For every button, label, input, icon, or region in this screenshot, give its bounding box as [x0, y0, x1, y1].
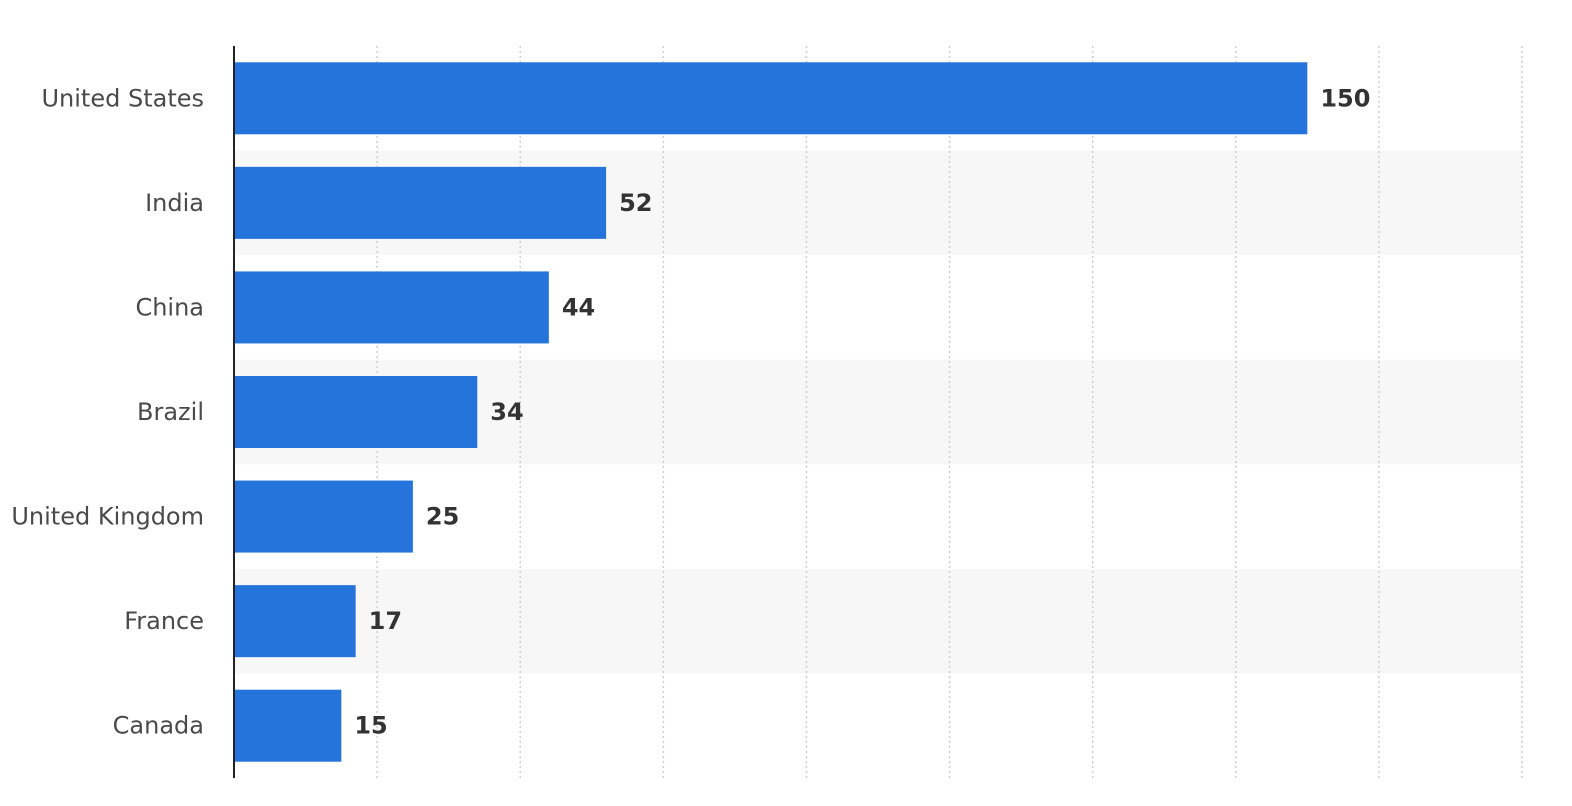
- category-label-united-states: United States: [41, 84, 204, 112]
- bar-india[interactable]: [234, 166, 607, 239]
- row-band: [234, 568, 1522, 674]
- bar-china[interactable]: [234, 271, 549, 344]
- value-label-united-kingdom: 25: [426, 503, 459, 531]
- value-labels: 150 52 44 34 25 17 15: [354, 84, 1370, 739]
- category-label-brazil: Brazil: [137, 398, 204, 426]
- value-label-india: 52: [619, 189, 652, 217]
- bar-canada[interactable]: [234, 689, 342, 762]
- bars: [234, 62, 1308, 762]
- category-label-france: France: [124, 607, 204, 635]
- category-label-united-kingdom: United Kingdom: [11, 503, 204, 531]
- value-label-united-states: 150: [1320, 84, 1370, 112]
- bar-united-states[interactable]: [234, 62, 1308, 135]
- category-labels: United States India China Brazil United King…: [11, 84, 204, 739]
- bar-united-kingdom[interactable]: [234, 480, 413, 553]
- value-label-china: 44: [562, 293, 595, 321]
- value-label-canada: 15: [354, 712, 387, 740]
- bar-brazil[interactable]: [234, 376, 478, 448]
- category-label-india: India: [145, 189, 204, 217]
- bar-france[interactable]: [234, 585, 356, 658]
- category-label-canada: Canada: [113, 712, 204, 740]
- value-label-brazil: 34: [490, 398, 523, 426]
- value-label-france: 17: [369, 607, 402, 635]
- category-label-china: China: [135, 293, 204, 321]
